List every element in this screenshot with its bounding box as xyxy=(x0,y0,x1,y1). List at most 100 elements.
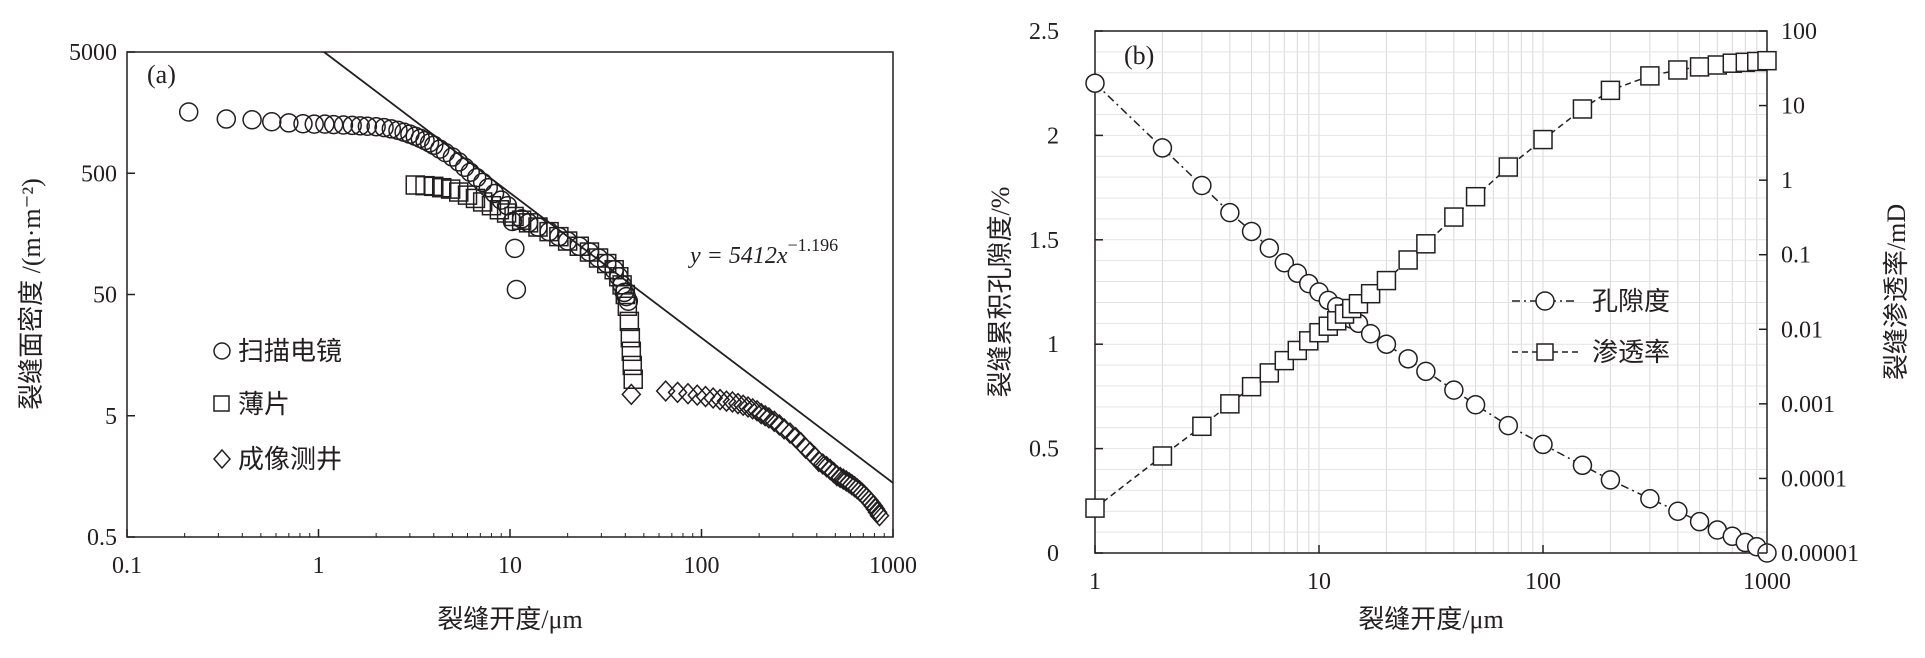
legend-label-thin-section: 薄片 xyxy=(238,390,290,419)
data-point-a-diamond xyxy=(687,384,708,407)
fit-line-layer xyxy=(323,51,894,484)
data-point-a-square xyxy=(617,296,638,317)
data-point-a-circle xyxy=(357,116,378,137)
data-point-a-square xyxy=(489,199,510,220)
data-point-a-diamond xyxy=(677,382,698,405)
data-point-a-square xyxy=(496,203,517,223)
y-right-axis-label-b: 裂缝渗透率/mD xyxy=(1882,204,1911,380)
legend-b: 孔隙度 渗透率 xyxy=(1512,287,1670,367)
data-point-b-circle xyxy=(1274,253,1295,273)
data-point-a-diamond xyxy=(769,413,790,436)
data-point-a-diamond xyxy=(826,464,848,487)
data-point-b-square xyxy=(1085,498,1105,518)
data-point-a-circle xyxy=(242,110,262,130)
x-tick-label-a-10: 10 xyxy=(498,553,522,579)
data-point-a-circle xyxy=(342,115,362,136)
data-point-b-square xyxy=(1757,50,1777,71)
data-marks-layer-b xyxy=(1085,50,1777,563)
data-point-b-circle xyxy=(1152,138,1173,158)
legend-marker-permeability xyxy=(1536,343,1554,361)
data-point-a-circle xyxy=(350,116,370,136)
legend-label-porosity: 孔隙度 xyxy=(1592,287,1670,316)
x-tick-label-a-100: 100 xyxy=(684,553,720,579)
data-point-a-diamond xyxy=(703,387,724,410)
data-point-a-diamond xyxy=(755,404,776,427)
data-point-b-square xyxy=(1444,207,1464,227)
data-point-a-square xyxy=(622,355,643,376)
data-point-b-circle xyxy=(1259,238,1280,258)
data-point-a-square xyxy=(623,369,643,390)
data-point-a-circle xyxy=(293,114,313,134)
data-point-b-square xyxy=(1533,129,1553,150)
data-point-a-diamond xyxy=(621,383,642,406)
data-point-b-circle xyxy=(1600,470,1621,490)
x-tick-label-b-1: 1 xyxy=(1089,569,1101,595)
y-left-tick-label-b-1: 1 xyxy=(1047,332,1059,358)
data-point-b-square xyxy=(1689,57,1710,77)
legend-marker-porosity xyxy=(1535,291,1555,311)
data-point-a-square xyxy=(504,206,524,227)
x-tick-layer-b: 1 10 100 1000 xyxy=(1089,545,1791,595)
data-point-a-circle xyxy=(449,152,469,172)
data-point-b-circle xyxy=(1640,488,1660,509)
y-right-tick-label-b-100: 100 xyxy=(1781,19,1817,45)
data-point-b-square xyxy=(1220,394,1240,414)
data-point-b-square xyxy=(1465,186,1486,207)
data-point-a-diamond xyxy=(758,406,779,429)
data-point-a-square xyxy=(588,248,609,268)
y-right-tick-label-b-10: 10 xyxy=(1781,94,1805,120)
power-law-fit-line xyxy=(323,51,894,484)
y-right-tick-label-b-0-01: 0.01 xyxy=(1781,317,1823,343)
data-point-a-square xyxy=(457,185,478,205)
data-point-a-square xyxy=(569,236,590,256)
data-point-a-circle xyxy=(216,109,237,129)
y-tick-label-a-0-5: 0.5 xyxy=(87,525,117,551)
data-point-b-circle xyxy=(1360,324,1381,344)
x-axis-label-a: 裂缝开度/μm xyxy=(437,605,582,634)
data-point-b-square xyxy=(1376,270,1397,291)
data-point-a-diamond xyxy=(722,390,743,413)
data-point-a-circle xyxy=(424,135,444,156)
y-left-tick-label-b-0-5: 0.5 xyxy=(1029,437,1059,463)
legend-label-image-log: 成像测井 xyxy=(238,445,342,474)
data-point-a-square xyxy=(405,175,425,195)
legend-a: 扫描电镜 薄片 成像测井 xyxy=(212,337,342,474)
data-point-b-square xyxy=(1498,157,1519,177)
data-point-b-circle xyxy=(1220,202,1240,223)
data-point-b-circle xyxy=(1376,334,1397,354)
data-point-b-circle xyxy=(1572,455,1593,476)
data-point-a-circle xyxy=(539,221,559,242)
data-point-a-circle xyxy=(505,238,525,259)
data-point-a-circle xyxy=(374,117,394,138)
y-tick-label-a-500: 500 xyxy=(81,161,117,187)
data-point-a-circle xyxy=(419,133,440,153)
y-left-tick-label-b-0: 0 xyxy=(1047,541,1059,567)
data-point-b-square xyxy=(1600,80,1621,101)
x-tick-label-a-0-1: 0.1 xyxy=(112,553,142,579)
data-point-a-diamond xyxy=(839,471,860,494)
legend-label-permeability: 渗透率 xyxy=(1592,338,1670,367)
data-point-b-circle xyxy=(1192,175,1212,196)
data-point-b-circle xyxy=(1533,434,1553,455)
y-left-tick-label-b-2: 2 xyxy=(1047,123,1059,149)
data-point-a-diamond xyxy=(869,504,890,527)
data-point-a-square xyxy=(528,217,548,237)
data-point-b-circle xyxy=(1465,395,1486,415)
data-point-b-square xyxy=(1640,66,1660,86)
data-point-a-diamond xyxy=(836,469,857,492)
data-point-a-diamond xyxy=(710,388,731,411)
y-tick-label-a-5: 5 xyxy=(105,404,117,430)
data-point-a-circle xyxy=(262,111,282,132)
x-tick-label-a-1: 1 xyxy=(313,553,325,579)
plot-frame-b xyxy=(1094,30,1768,554)
y-left-tick-label-b-2-5: 2.5 xyxy=(1029,19,1059,45)
data-point-b-square xyxy=(1241,376,1262,397)
data-point-a-circle xyxy=(381,119,402,139)
data-point-a-square xyxy=(440,179,461,199)
data-point-a-diamond xyxy=(774,417,795,440)
legend-marker-diamond xyxy=(212,448,232,470)
data-point-a-circle xyxy=(460,162,480,182)
y-right-tick-label-b-0-1: 0.1 xyxy=(1781,243,1811,269)
data-point-a-circle xyxy=(333,115,354,135)
data-point-a-circle xyxy=(178,102,199,122)
